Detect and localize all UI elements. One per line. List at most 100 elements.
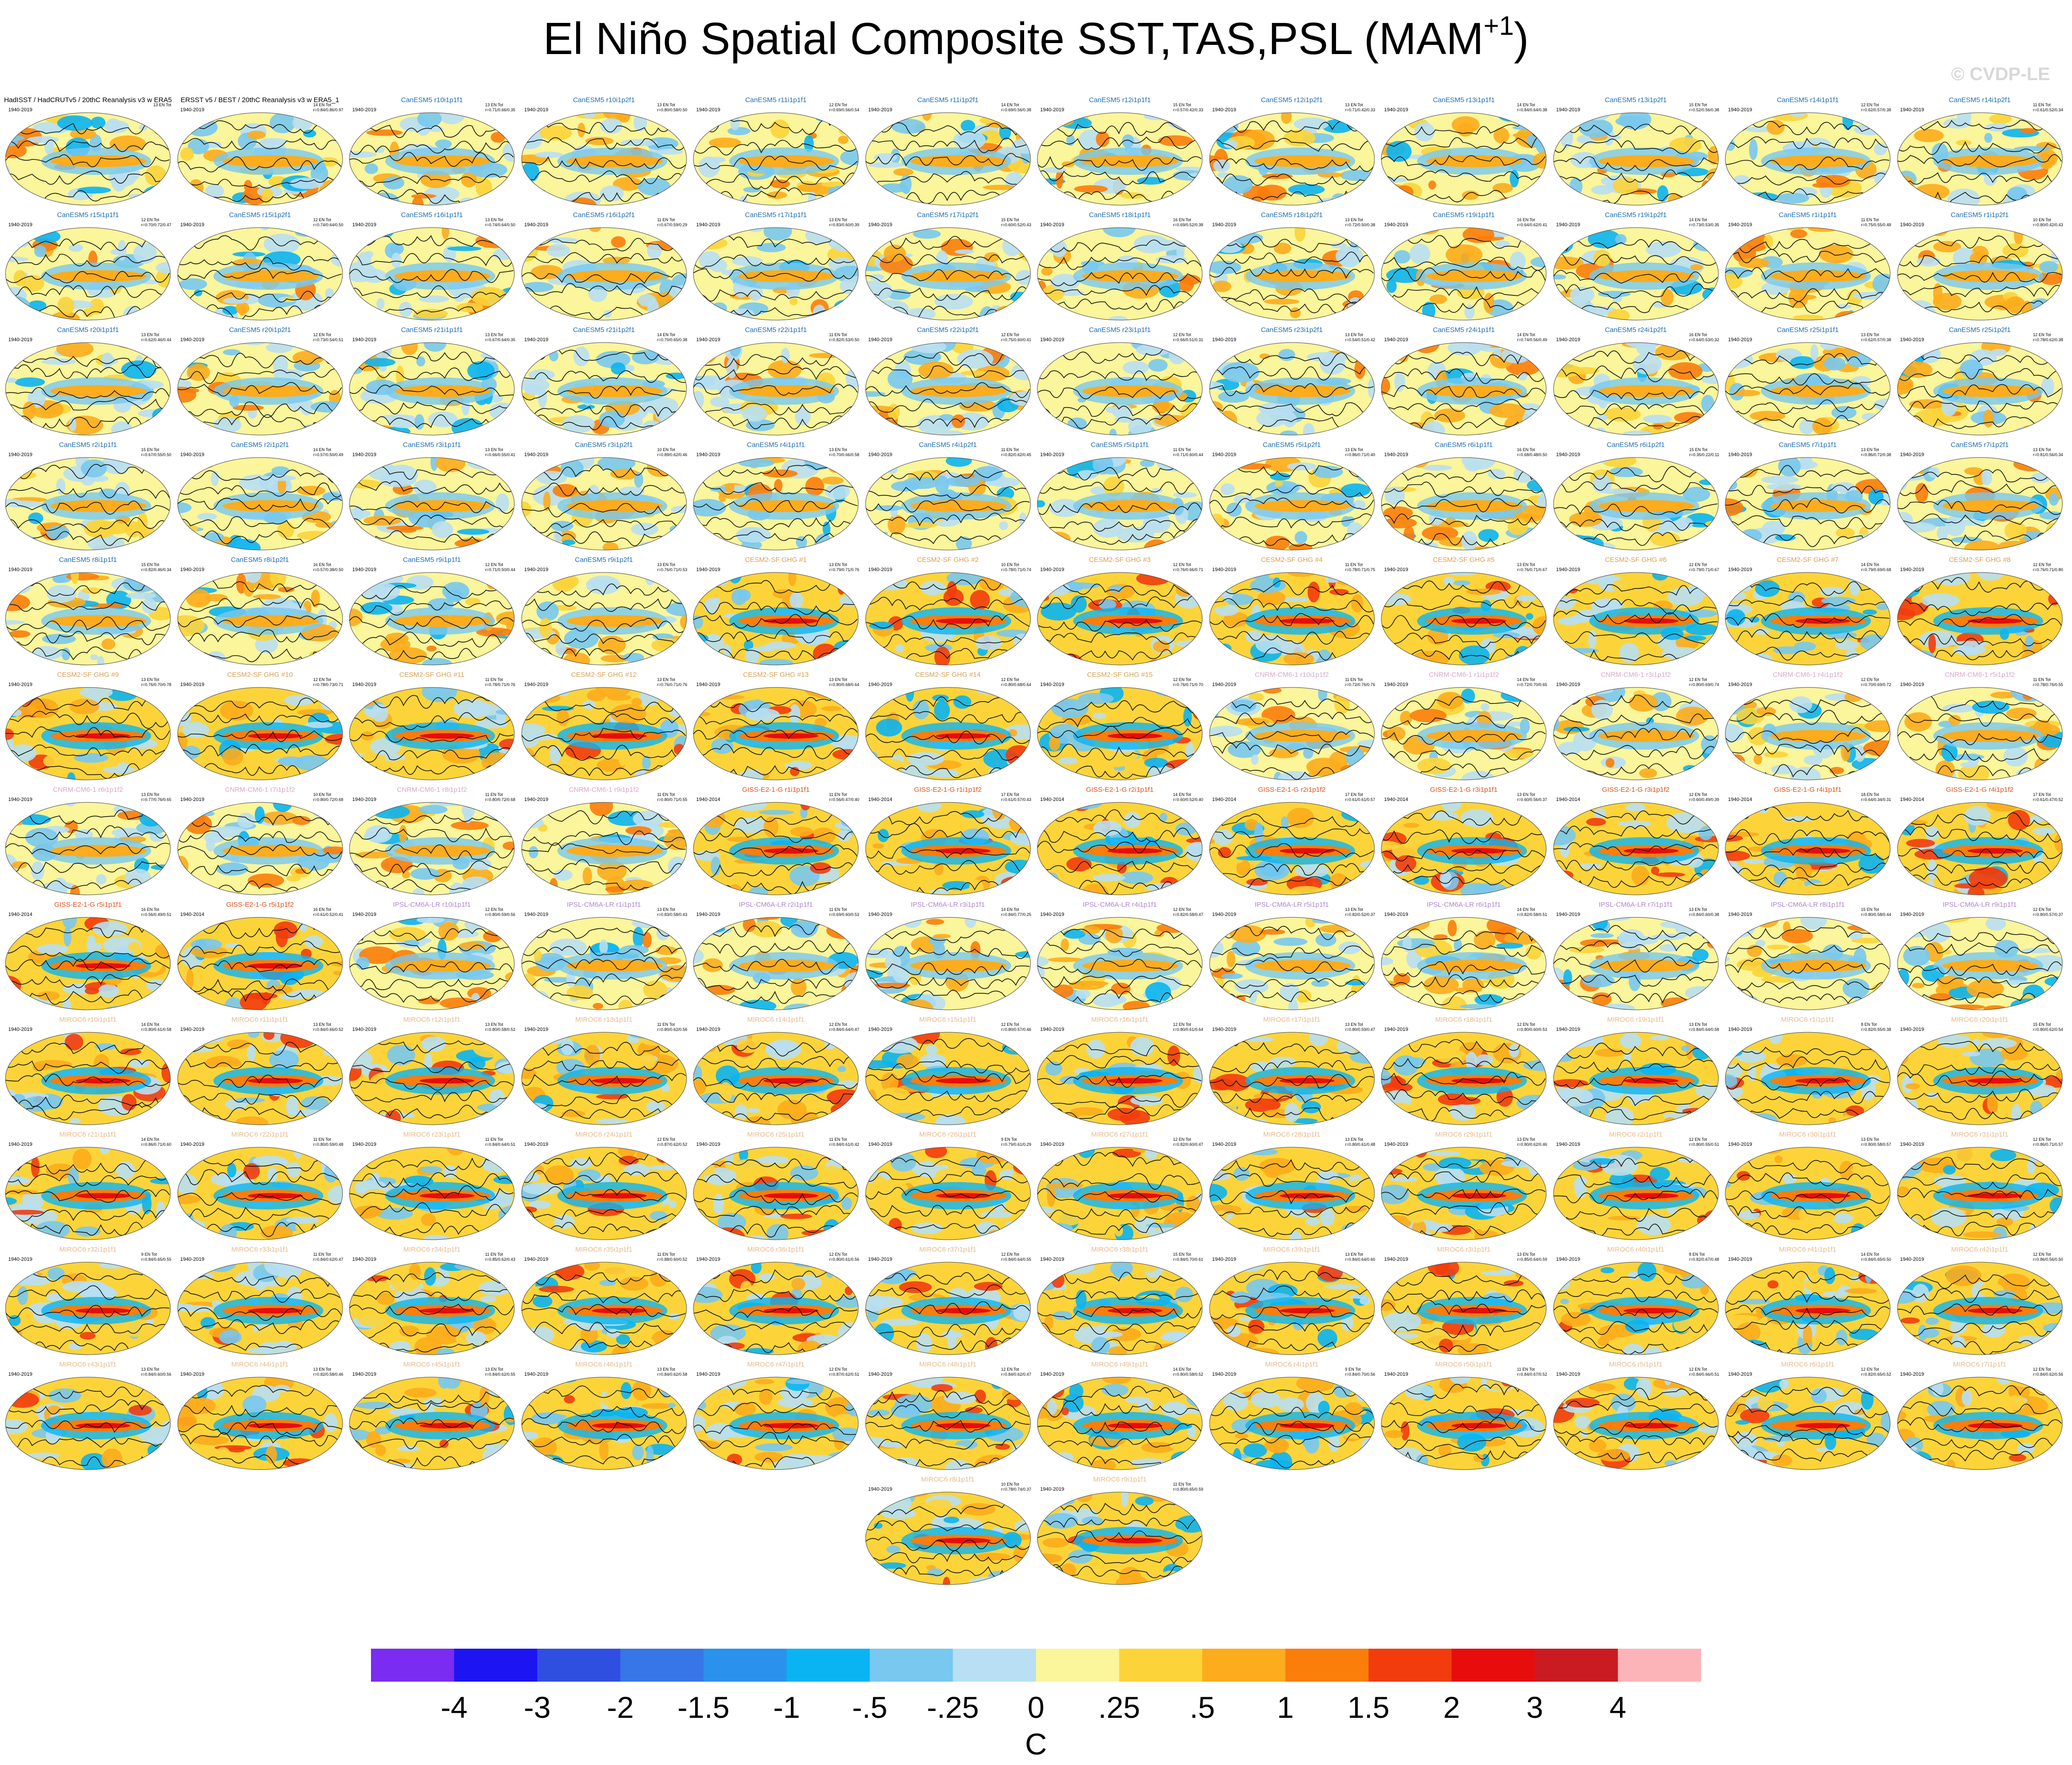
map-panel: CESM2-SF GHG #14 1940-2019 12 EN Tot r=0.80…: [862, 671, 1034, 784]
panel-event-count: 12 EN Tot: [1001, 1252, 1020, 1257]
panel-pattern-correlation: r=0.80/0.58/0.52: [485, 1027, 515, 1032]
map-panel: CanESM5 r8i1p2f1 1940-2019 16 EN Tot r=0.57…: [174, 556, 346, 669]
panel-period: 1940-2019: [1556, 567, 1581, 572]
map-panel: GISS-E2-1-G r4i1p1f1 1940-2014 18 EN Tot r=…: [1722, 786, 1894, 899]
map-panel: IPSL-CM6A-LR r1i1p1f1 1940-2019 13 EN Tot r…: [518, 901, 690, 1013]
panel-event-count: 13 EN Tot: [1689, 907, 1707, 912]
panel-period: 1940-2019: [1728, 682, 1752, 687]
panel-event-count: 13 EN Tot: [1345, 332, 1363, 337]
panel-title: CanESM5 r17i1p1f1: [745, 211, 807, 219]
map-panel: MIROC6 r6i1p1f1 1940-2019 12 EN Tot r=0.82/…: [1722, 1361, 1894, 1473]
panel-period: 1940-2019: [1040, 452, 1064, 458]
global-anomaly-map: [693, 572, 859, 665]
global-anomaly-map: [1553, 687, 1718, 780]
panel-period: 1940-2019: [1728, 337, 1752, 343]
panel-stats: 14 EN Tot r=0.57/0.50/0.49: [313, 447, 344, 458]
panel-pattern-correlation: r=0.75/0.55/0.48: [1861, 223, 1891, 227]
map-panel: GISS-E2-1-G r3i1p1f2 1940-2014 12 EN Tot r=…: [1550, 786, 1722, 899]
panel-stats: 12 EN Tot r=0.71/0.50/0.44: [485, 562, 515, 572]
global-anomaly-map: [1037, 112, 1203, 206]
panel-stats: 12 EN Tot r=0.80/0.69/0.74: [1689, 677, 1719, 687]
panel-stats: 13 EN Tot r=0.83/0.58/0.43: [657, 907, 687, 917]
panel-event-count: 13 EN Tot: [485, 447, 503, 452]
panel-title: MIROC6 r46i1p1f1: [575, 1361, 633, 1368]
panel-event-count: 12 EN Tot: [1689, 677, 1707, 682]
panel-title: CanESM5 r7i1p2f1: [1951, 441, 2009, 449]
map-panel: CanESM5 r9i1p1f1 1940-2019 12 EN Tot r=0.71…: [346, 556, 518, 669]
map-panel: CanESM5 r11i1p2f1 1940-2019 14 EN Tot r=0.6…: [862, 96, 1034, 209]
panel-stats: 13 EN Tot r=0.76/0.70/0.78: [141, 677, 171, 687]
panel-period: 1940-2019: [524, 567, 549, 572]
panel-event-count: 13 EN Tot: [1517, 1252, 1535, 1257]
panel-stats: 11 EN Tot r=0.84/0.61/0.42: [829, 1137, 859, 1147]
panel-event-count: 14 EN Tot: [1689, 218, 1707, 222]
panel-period: 1940-2019: [1900, 452, 1925, 458]
panel-pattern-correlation: r=0.82/0.58/0.47: [1173, 912, 1203, 917]
global-anomaly-map: [177, 1262, 343, 1355]
panel-title: CNRM-CM6-1 r5i1p1f2: [1944, 671, 2015, 679]
panel-pattern-correlation: r=0.70/0.66/0.58: [829, 452, 859, 457]
panel-period: 1940-2019: [8, 682, 33, 687]
panel-event-count: 12 EN Tot: [1861, 103, 1879, 107]
panel-pattern-correlation: r=0.69/0.56/0.54: [829, 108, 859, 112]
panel-period: 1940-2019: [524, 1372, 549, 1377]
panel-event-count: 11 EN Tot: [485, 1252, 503, 1257]
global-anomaly-map: [693, 457, 859, 550]
global-anomaly-map: [865, 342, 1031, 436]
panel-event-count: 12 EN Tot: [1689, 792, 1707, 797]
panel-event-count: 12 EN Tot: [1001, 1022, 1020, 1027]
panel-event-count: 13 EN Tot: [1345, 1252, 1363, 1257]
panel-pattern-correlation: r=0.78/0.71/0.75: [1345, 567, 1375, 572]
global-anomaly-map: [1553, 342, 1718, 436]
colorbar-tick-label: 3: [1526, 1690, 1543, 1724]
panel-period: 1940-2019: [1212, 1027, 1237, 1032]
panel-period: 1940-2019: [1040, 337, 1064, 343]
panel-stats: 13 EN Tot r=0.86/0.72/0.38: [1861, 447, 1891, 458]
panel-period: 1940-2019: [868, 567, 893, 572]
colorbar-tick-label: -2: [607, 1690, 634, 1724]
panel-stats: 10 EN Tot r=0.78/0.71/0.74: [1001, 562, 1031, 572]
global-anomaly-map: [1725, 1032, 1891, 1125]
panel-pattern-correlation: r=0.80/0.72/0.68: [313, 797, 344, 802]
panel-stats: 16 EN Tot r=0.57/0.38/0.50: [313, 562, 344, 572]
panel-title: CESM2-SF GHG #12: [571, 671, 637, 679]
global-anomaly-map: [1037, 1492, 1203, 1585]
panel-stats: 12 EN Tot r=0.80/0.61/0.56: [829, 1252, 859, 1262]
global-anomaly-map: [177, 1032, 343, 1125]
global-anomaly-map: [1209, 1262, 1374, 1355]
panel-stats: 11 EN Tot r=0.78/0.71/0.75: [1345, 562, 1375, 572]
panel-pattern-correlation: r=0.82/0.53/0.50: [829, 338, 859, 342]
panel-stats: 14 EN Tot r=0.84/0.86/0.97: [313, 103, 344, 113]
panel-period: 1940-2019: [352, 107, 376, 113]
panel-title: MIROC6 r35i1p1f1: [575, 1246, 633, 1253]
panel-pattern-correlation: r=0.88/0.60/0.52: [657, 1257, 687, 1262]
panel-period: 1940-2014: [180, 912, 205, 917]
panel-pattern-correlation: r=0.80/0.57/0.37: [2033, 912, 2063, 917]
panel-title: CanESM5 r15i1p2f1: [229, 211, 291, 219]
map-panel: CanESM5 r16i1p2f1 1940-2019 11 EN Tot r=0.6…: [518, 211, 690, 324]
colorbar: [371, 1649, 1701, 1682]
panel-event-count: 13 EN Tot: [1345, 447, 1363, 452]
panel-period: 1940-2019: [1212, 1142, 1237, 1147]
panel-pattern-correlation: r=0.76/0.71/0.53: [657, 567, 687, 572]
global-anomaly-map: [1037, 687, 1203, 780]
panel-event-count: 10 EN Tot: [657, 447, 676, 452]
panel-pattern-correlation: r=0.56/0.49/0.51: [141, 912, 171, 917]
panel-title: CNRM-CM6-1 r1i1p1f2: [1429, 671, 1499, 679]
map-panel: MIROC6 r33i1p1f1 1940-2019 11 EN Tot r=0.84…: [174, 1246, 346, 1358]
global-anomaly-map: [1381, 687, 1547, 780]
panel-title: MIROC6 r13i1p1f1: [575, 1016, 633, 1024]
panel-title: CanESM5 r4i1p2f1: [919, 441, 977, 449]
panel-pattern-correlation: r=0.76/0.71/0.76: [657, 682, 687, 687]
panel-title: CanESM5 r23i1p1f1: [1089, 326, 1151, 334]
panel-title: MIROC6 r19i1p1f1: [1607, 1016, 1665, 1024]
colorbar-bin: [1119, 1649, 1203, 1682]
panel-title: MIROC6 r28i1p1f1: [1263, 1131, 1321, 1139]
panel-stats: 9 EN Tot r=0.84/0.65/0.55: [141, 1252, 171, 1262]
panel-event-count: 11 EN Tot: [313, 1252, 331, 1257]
panel-event-count: 12 EN Tot: [829, 1252, 847, 1257]
panel-pattern-correlation: r=0.69/0.56/0.38: [1001, 108, 1031, 112]
panel-period: 1940-2019: [1728, 452, 1752, 458]
map-panel: MIROC6 r49i1p1f1 1940-2019 14 EN Tot r=0.80…: [1034, 1361, 1206, 1473]
panel-title: IPSL-CM6A-LR r9i1p1f1: [1942, 901, 2017, 909]
